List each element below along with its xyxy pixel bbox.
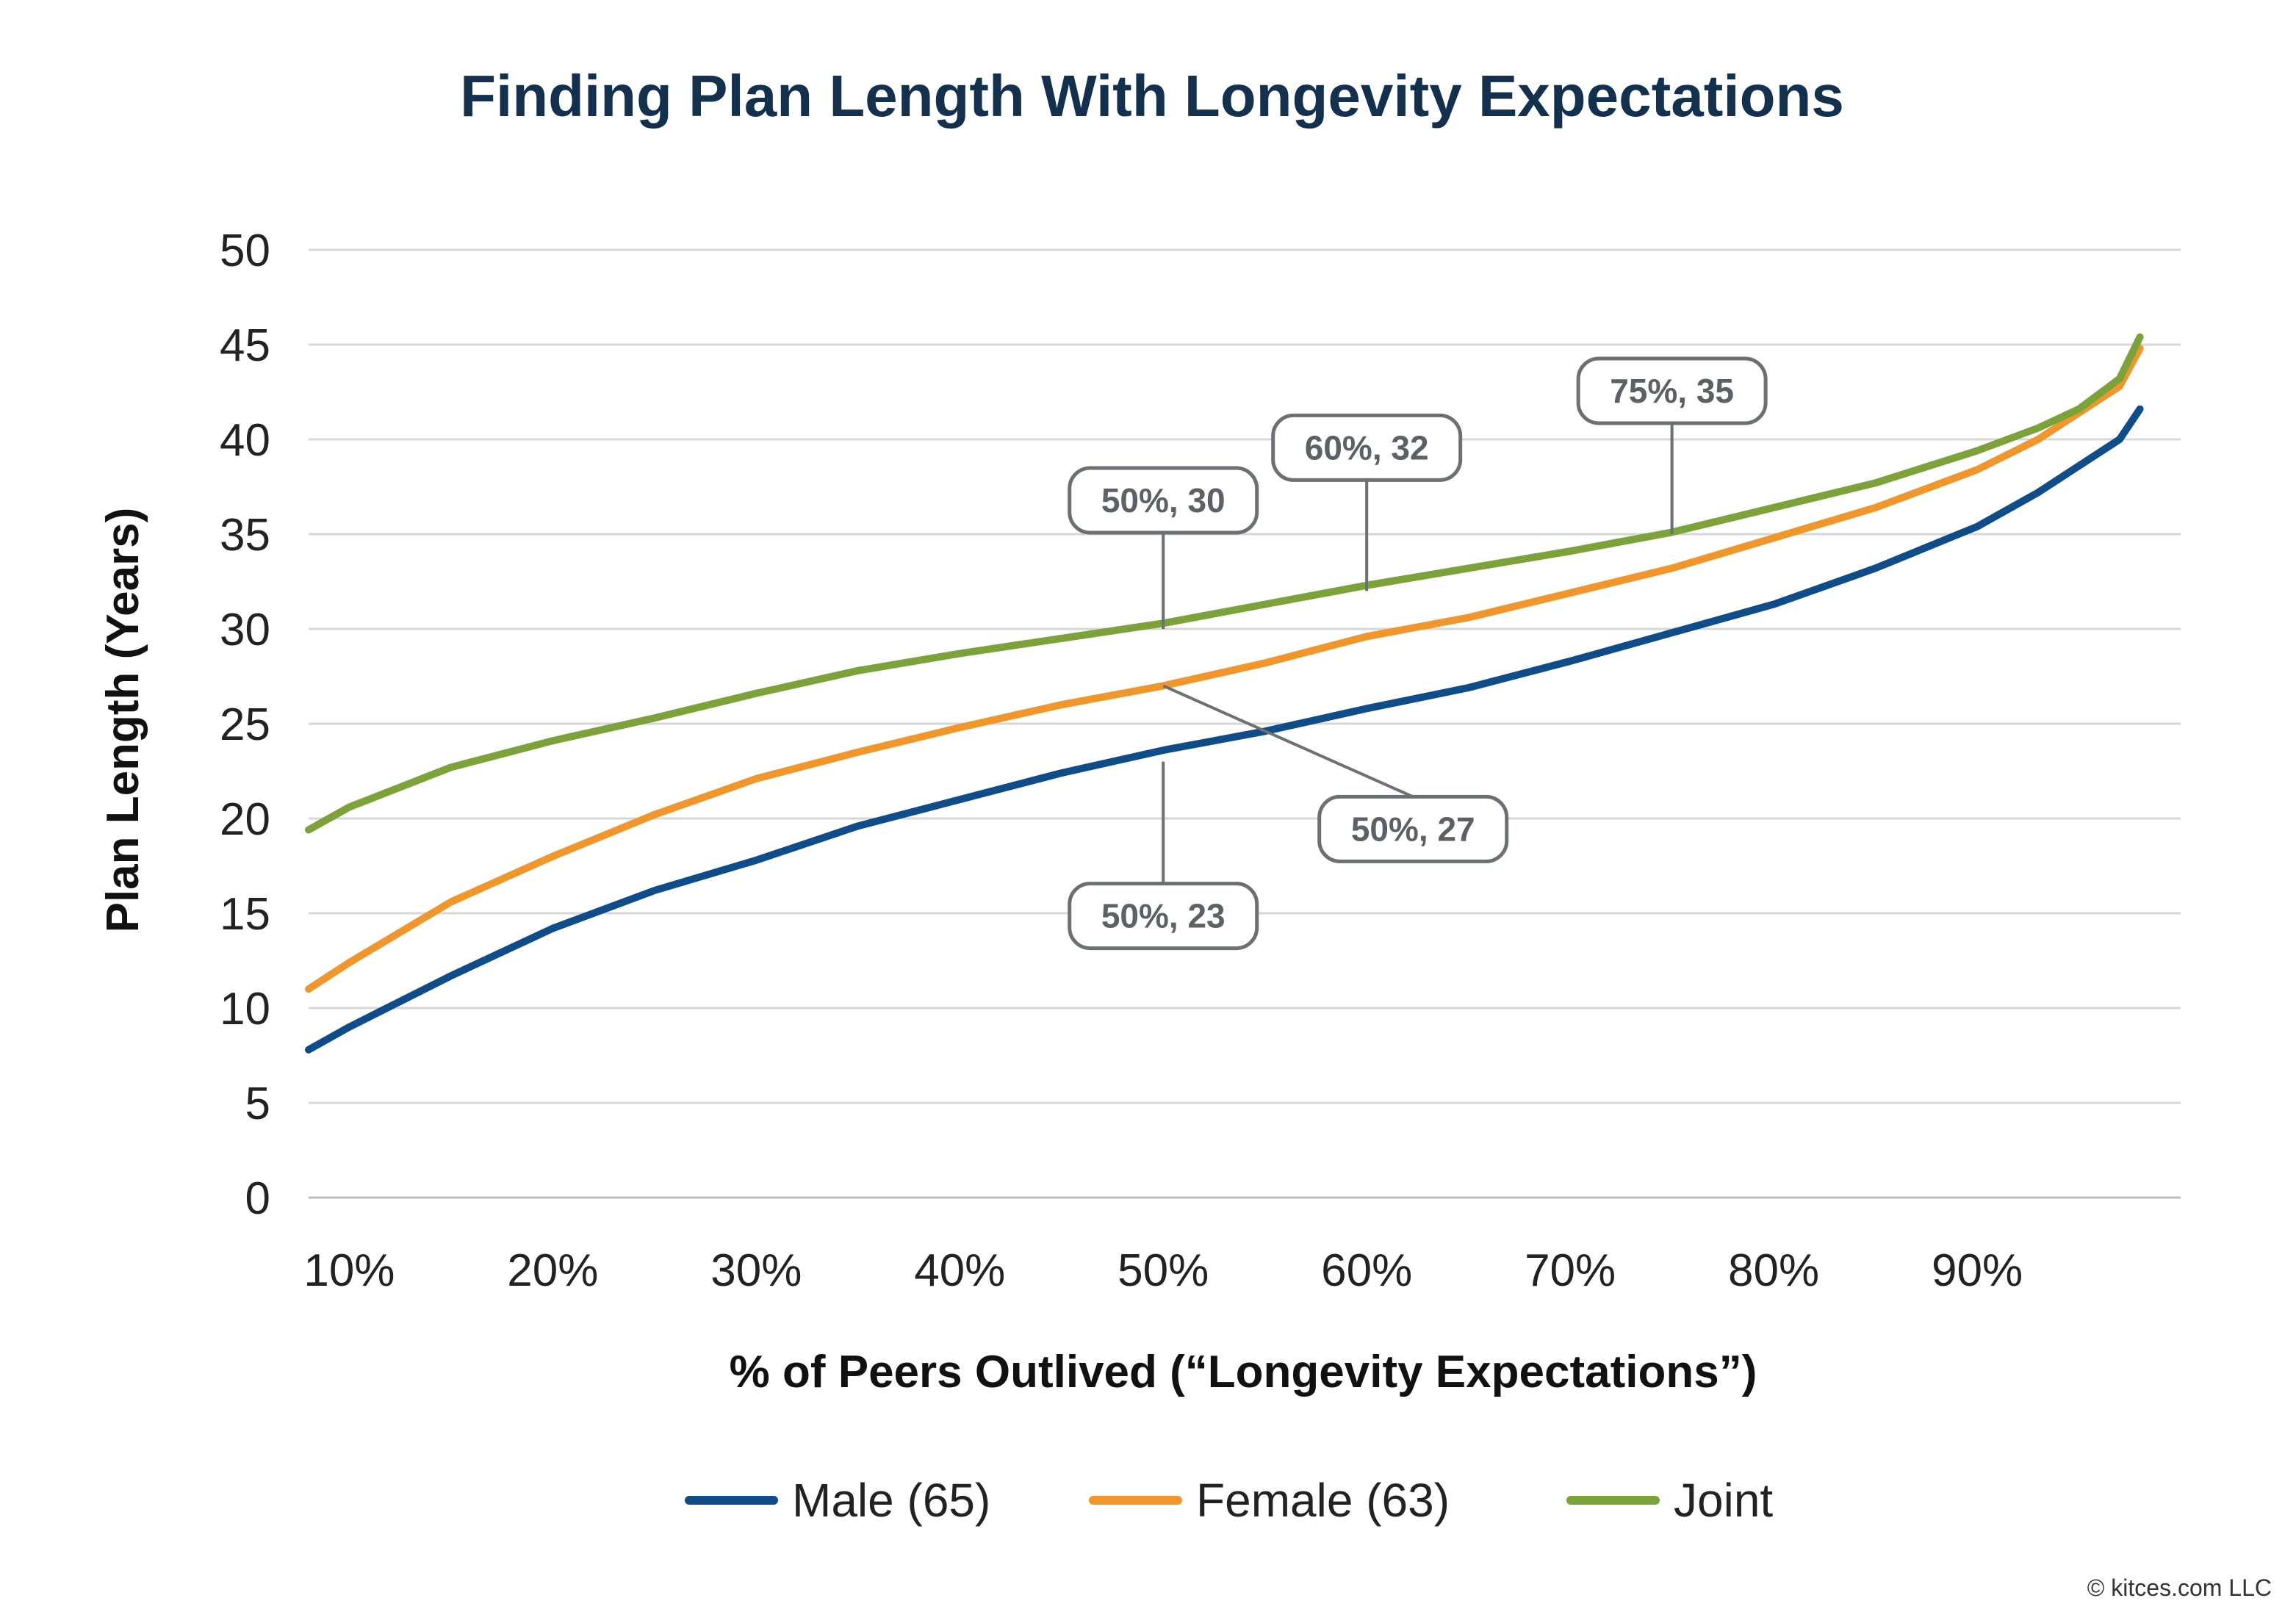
y-tick-label: 5 (245, 1079, 270, 1129)
callout: 60%, 32 (1271, 413, 1463, 591)
x-tick-label: 10% (303, 1245, 395, 1296)
legend-label: Joint (1674, 1474, 1773, 1527)
callout-box (1576, 356, 1768, 425)
callout-label: 75%, 35 (1610, 372, 1734, 410)
series-lines (305, 333, 2144, 1054)
x-axis-ticks: 10% 20% 30% 40% 50% 60% 70% 80% 90% (303, 1245, 2023, 1296)
y-tick-label: 30 (220, 605, 270, 655)
series-line (305, 405, 2144, 1054)
callout-box (1271, 413, 1463, 482)
y-tick-label: 25 (220, 699, 270, 750)
legend-item: Female (63) (1089, 1474, 1450, 1527)
x-tick-label: 40% (914, 1245, 1005, 1296)
y-axis-label: Plan Length (Years) (98, 508, 148, 933)
callout-leader (1162, 684, 1414, 799)
legend-label: Female (63) (1196, 1474, 1450, 1527)
callout: 50%, 30 (1068, 466, 1259, 629)
callout: 50%, 23 (1068, 761, 1259, 951)
x-tick-label: 90% (1932, 1245, 2023, 1296)
x-axis-label: % of Peers Outlived (“Longevity Expectat… (730, 1347, 1757, 1397)
callouts: 50%, 30 60%, 32 75%, 35 50%, 27 50%, 23 (1068, 356, 1768, 951)
copyright-text: © kitces.com LLC (2087, 1575, 2272, 1601)
y-tick-label: 35 (220, 510, 270, 561)
y-axis-ticks: 0 5 10 15 20 25 30 35 40 45 50 (220, 226, 270, 1224)
y-tick-label: 40 (220, 415, 270, 466)
callout-label: 50%, 23 (1101, 897, 1226, 935)
callout-label: 50%, 30 (1101, 481, 1226, 519)
callout-box (1068, 882, 1259, 951)
y-tick-label: 20 (220, 794, 270, 845)
x-tick-label: 80% (1728, 1245, 1819, 1296)
y-tick-label: 50 (220, 226, 270, 276)
callout-box (1317, 794, 1509, 863)
y-tick-label: 0 (245, 1173, 270, 1224)
legend: Male (65) Female (63) Joint (685, 1474, 1773, 1527)
callout-label: 50%, 27 (1351, 810, 1475, 848)
legend-label: Male (65) (792, 1474, 990, 1527)
series-line (305, 345, 2144, 993)
y-tick-label: 10 (220, 984, 270, 1034)
legend-item: Male (65) (685, 1474, 990, 1527)
x-tick-label: 70% (1525, 1245, 1616, 1296)
callout-label: 60%, 32 (1305, 428, 1429, 467)
chart-title: Finding Plan Length With Longevity Expec… (460, 63, 1844, 129)
x-tick-label: 60% (1321, 1245, 1412, 1296)
callout: 75%, 35 (1576, 356, 1768, 534)
gridlines (309, 248, 2181, 1199)
x-tick-label: 30% (710, 1245, 802, 1296)
y-tick-label: 45 (220, 320, 270, 371)
y-tick-label: 15 (220, 889, 270, 940)
callout-box (1068, 466, 1259, 535)
series-line (305, 333, 2144, 834)
x-tick-label: 50% (1118, 1245, 1209, 1296)
callout: 50%, 27 (1162, 684, 1509, 863)
x-tick-label: 20% (507, 1245, 598, 1296)
legend-item: Joint (1566, 1474, 1773, 1527)
